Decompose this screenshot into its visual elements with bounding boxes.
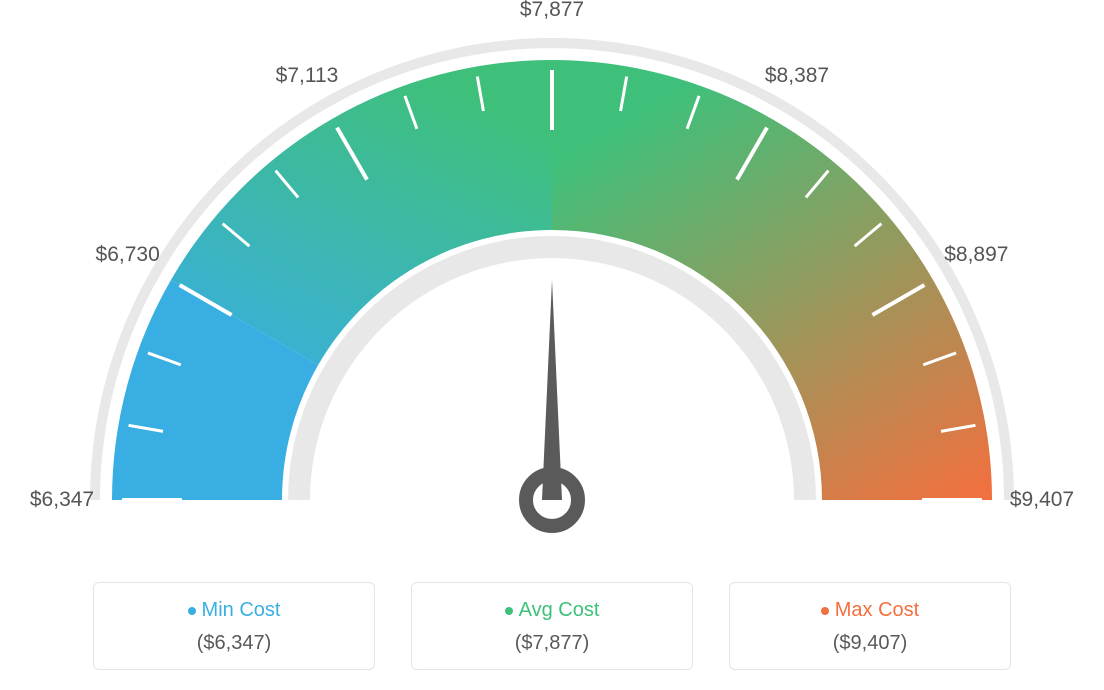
dot-icon (188, 607, 196, 615)
scale-label: $8,387 (765, 64, 829, 88)
scale-label: $7,113 (276, 64, 339, 88)
legend-row: Min Cost ($6,347) Avg Cost ($7,877) Max … (0, 582, 1104, 670)
legend-avg-title: Avg Cost (412, 599, 692, 622)
gauge-area: $6,347 $6,730 $7,113 $7,877 $8,387 $8,897 $9,4… (0, 0, 1104, 560)
legend-avg-value: ($7,877) (412, 632, 692, 655)
scale-label: $6,347 (30, 488, 94, 512)
scale-label: $9,407 (1010, 488, 1074, 512)
scale-label: $7,877 (520, 0, 584, 22)
legend-max-value: ($9,407) (730, 632, 1010, 655)
gauge-svg (0, 0, 1104, 560)
scale-label: $8,897 (944, 243, 1008, 267)
legend-max-title: Max Cost (730, 599, 1010, 622)
legend-avg-label: Avg Cost (519, 599, 600, 621)
scale-label: $6,730 (96, 243, 160, 267)
legend-min-value: ($6,347) (94, 632, 374, 655)
dot-icon (505, 607, 513, 615)
legend-max-card: Max Cost ($9,407) (729, 582, 1011, 670)
legend-max-label: Max Cost (835, 599, 919, 621)
legend-avg-card: Avg Cost ($7,877) (411, 582, 693, 670)
legend-min-title: Min Cost (94, 599, 374, 622)
legend-min-label: Min Cost (202, 599, 281, 621)
cost-gauge-chart: $6,347 $6,730 $7,113 $7,877 $8,387 $8,897 $9,4… (0, 0, 1104, 690)
legend-min-card: Min Cost ($6,347) (93, 582, 375, 670)
dot-icon (821, 607, 829, 615)
